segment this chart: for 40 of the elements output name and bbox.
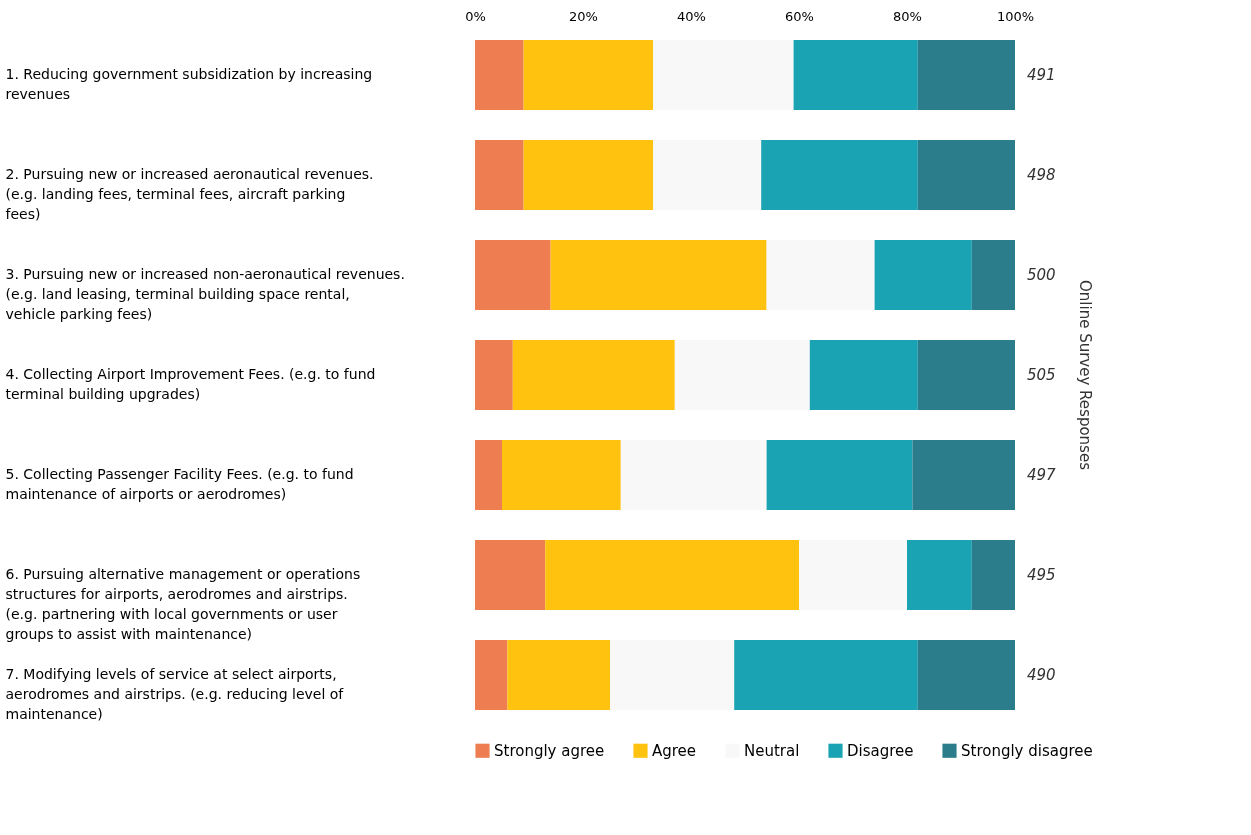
bar [475,40,524,110]
bar [912,440,1015,510]
bar [917,40,1015,110]
bar [475,540,546,610]
bar [917,340,1015,410]
bar [917,640,1015,710]
y-tick-label: 1. Reducing government subsidization by increasing revenues [5,66,373,102]
x-tick-label: 100% [996,8,1035,24]
bar [475,440,502,510]
text: 491 [1027,66,1056,84]
x-tick-label: 60% [785,8,814,24]
legend-label: Strongly agree [494,741,605,760]
y-tick-label: 7. Modifying levels of service at select airports, aerodromes and airstrips. (e.g. reducing level of maintenance) [5,666,345,722]
text: 500 [1027,266,1056,284]
x-tick-label: 0% [465,8,486,24]
legend-label: Strongly disagree [961,741,1093,760]
y-tick-label: 2. Pursuing new or increased aeronautical revenues. (e.g. landing fees, terminal fees, aircraft parking fees) [5,166,374,222]
bar [475,140,524,210]
text: 497 [1027,466,1057,484]
text: 505 [1027,366,1056,384]
text: 495 [1027,566,1056,584]
bar [971,240,1015,310]
y-tick-label: 3. Pursuing new or increased non-aeronautical revenues. (e.g. land leasing, terminal building space rental, vehicle parking fees) [5,266,405,322]
x-tick-label: 80% [893,8,922,24]
bar [971,540,1015,610]
bar [475,240,551,310]
text: 498 [1027,166,1056,184]
y-tick-label: 6. Pursuing alternative management or operations structures for airports, aerodromes and airstrips. (e.g. partnering with local governments or user groups to assist with maintenance) [5,566,361,642]
x-tick-label: 40% [677,8,706,24]
bar [917,140,1015,210]
bar [475,340,513,410]
x-tick-label: 20% [569,8,598,24]
y2-axis-title: Online Survey Responses [1076,280,1094,471]
legend-label: Agree [652,741,697,760]
y-tick-label: 4. Collecting Airport Improvement Fees. (e.g. to fund terminal building upgrades) [5,366,376,402]
legend-label: Neutral [744,741,800,760]
text: 490 [1027,666,1056,684]
bar [475,640,508,710]
legend-label: Disagree [847,741,914,760]
y-tick-label: 5. Collecting Passenger Facility Fees. (e.g. to fund maintenance of airports or aerodromes) [5,466,354,502]
